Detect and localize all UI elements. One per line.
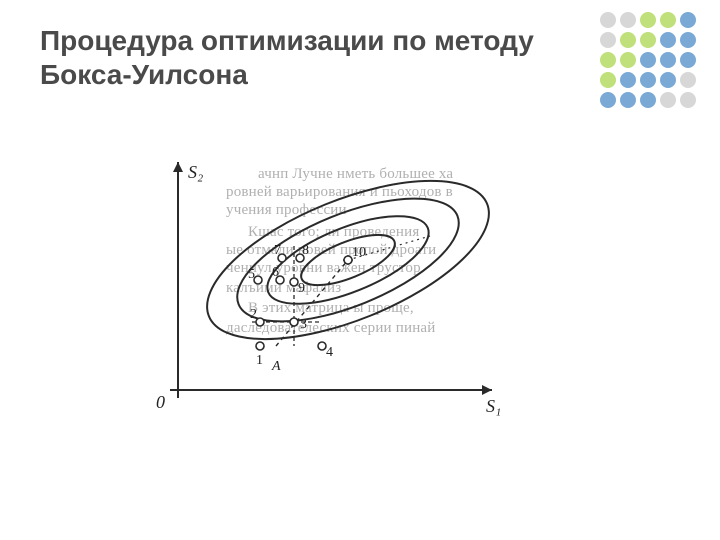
- box-wilson-diagram: 0 S₁ S₂ 1A 2 3 4 5 6 9 7 8 10: [130, 150, 510, 430]
- deco-dot: [620, 72, 636, 88]
- y-axis-label: S₂: [188, 162, 203, 182]
- point-label-6: 6: [272, 265, 279, 280]
- design-point-2: [256, 318, 264, 326]
- deco-dot: [640, 32, 656, 48]
- point-label-9: 9: [298, 281, 305, 296]
- deco-dot: [600, 92, 616, 108]
- point-label-10: 10: [352, 245, 366, 260]
- point-label-2: 2: [250, 307, 257, 322]
- deco-dot: [680, 12, 696, 28]
- x-axis-arrow: [482, 385, 492, 395]
- design-point-10: [344, 256, 352, 264]
- deco-dot: [640, 92, 656, 108]
- deco-dot: [660, 32, 676, 48]
- point-label-8: 8: [302, 243, 309, 258]
- design-point-9: [290, 278, 298, 286]
- deco-dot: [600, 32, 616, 48]
- deco-dot: [680, 52, 696, 68]
- deco-dot: [660, 92, 676, 108]
- deco-dot: [640, 72, 656, 88]
- figure-container: ачнп Лучне нметь большее харовней варьир…: [130, 150, 510, 430]
- point-label-4: 4: [326, 345, 333, 360]
- deco-dot: [680, 72, 696, 88]
- deco-dot: [600, 52, 616, 68]
- point-label-1: 1: [256, 353, 263, 368]
- deco-dot: [680, 32, 696, 48]
- deco-dot: [660, 12, 676, 28]
- design-point-4: [318, 342, 326, 350]
- deco-dot: [620, 52, 636, 68]
- deco-dot: [600, 12, 616, 28]
- origin-label: 0: [156, 392, 165, 412]
- point-label-5: 5: [248, 267, 255, 282]
- deco-dot: [640, 12, 656, 28]
- design-point-3: [290, 318, 298, 326]
- deco-dot: [620, 92, 636, 108]
- deco-dot: [620, 12, 636, 28]
- slide-title: Процедура оптимизации по методу Бокса-Уи…: [40, 24, 600, 91]
- deco-dot: [620, 32, 636, 48]
- design-point-1: [256, 342, 264, 350]
- point-label-7: 7: [274, 243, 281, 258]
- x-axis-label: S₁: [486, 396, 501, 416]
- design-point-5: [254, 276, 262, 284]
- deco-dot: [640, 52, 656, 68]
- deco-dot: [660, 52, 676, 68]
- y-axis-arrow: [173, 162, 183, 172]
- point-label-A: A: [271, 359, 281, 374]
- deco-dot: [680, 92, 696, 108]
- deco-dot: [660, 72, 676, 88]
- corner-dots-decoration: [600, 12, 696, 108]
- point-label-3: 3: [300, 317, 307, 332]
- deco-dot: [600, 72, 616, 88]
